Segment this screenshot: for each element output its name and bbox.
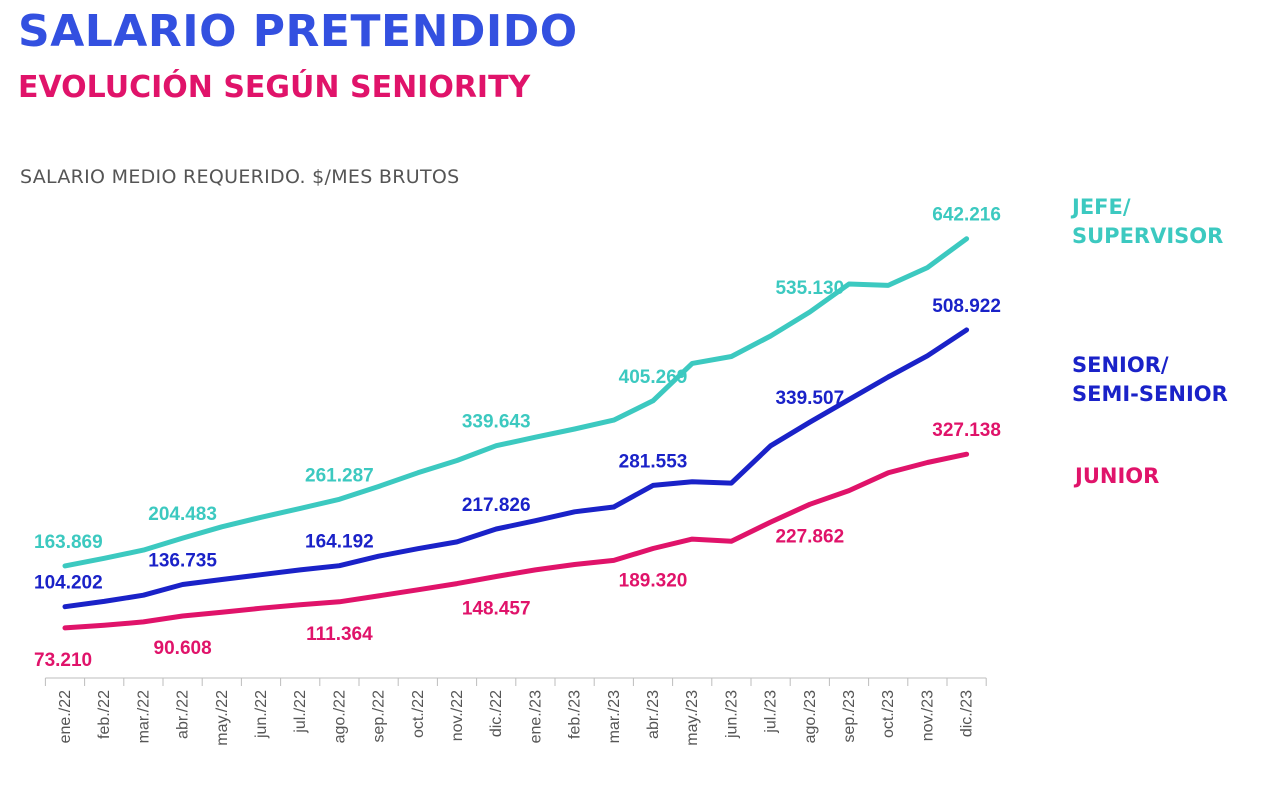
x-tick-label: may./22 <box>214 690 231 746</box>
series-label: JUNIOR <box>1073 464 1159 488</box>
x-tick-label: dic./22 <box>488 690 505 737</box>
data-label: 136.735 <box>148 550 217 571</box>
data-label: 111.364 <box>306 624 373 645</box>
x-tick-label: feb./22 <box>96 690 113 739</box>
data-label: 642.216 <box>932 205 1001 226</box>
x-tick-label: sep./23 <box>841 690 858 743</box>
data-label: 339.643 <box>462 412 531 433</box>
data-label: 217.826 <box>462 495 531 516</box>
x-tick-label: nov./23 <box>919 690 936 741</box>
x-tick-label: dic./23 <box>959 690 976 737</box>
data-label: 405.269 <box>619 367 688 388</box>
x-tick-label: feb./23 <box>567 690 584 739</box>
data-label: 339.507 <box>775 388 844 409</box>
data-label: 73.210 <box>34 650 92 671</box>
x-tick-label: ene./22 <box>57 690 74 743</box>
x-tick-label: jun./23 <box>723 690 740 739</box>
data-label: 227.862 <box>775 526 844 547</box>
data-label: 327.138 <box>932 420 1001 441</box>
data-label: 148.457 <box>462 598 531 619</box>
data-label: 189.320 <box>619 571 688 592</box>
data-label: 535.130 <box>775 278 844 299</box>
x-tick-label: nov./22 <box>449 690 466 741</box>
chart-caption: SALARIO MEDIO REQUERIDO. $/MES BRUTOS <box>20 166 460 188</box>
x-tick-label: ene./23 <box>527 690 544 743</box>
data-label: 104.202 <box>34 573 103 594</box>
x-tick-label: mar./23 <box>606 690 623 743</box>
data-label: 90.608 <box>154 638 212 659</box>
page-subtitle: EVOLUCIÓN SEGÚN SENIORITY <box>18 70 531 105</box>
series-label: SENIOR/SEMI-SENIOR <box>1072 353 1228 406</box>
data-label: 164.192 <box>305 532 374 553</box>
data-label: 281.553 <box>619 451 688 472</box>
x-tick-label: ago./23 <box>802 690 819 743</box>
x-tick-label: jun./22 <box>253 690 270 739</box>
series-label: JEFE/SUPERVISOR <box>1070 195 1223 248</box>
data-label: 261.287 <box>305 465 374 486</box>
x-tick-label: abr./22 <box>175 690 192 739</box>
x-tick-label: oct./22 <box>410 690 427 738</box>
page-title: SALARIO PRETENDIDO <box>18 6 578 57</box>
x-tick-label: mar./22 <box>135 690 152 743</box>
series-line <box>62 451 970 631</box>
x-tick-label: oct./23 <box>880 690 897 738</box>
x-tick-label: jul./22 <box>292 690 309 734</box>
x-tick-label: sep./22 <box>371 690 388 743</box>
data-label: 163.869 <box>34 532 103 553</box>
x-tick-label: abr./23 <box>645 690 662 739</box>
x-tick-label: may./23 <box>684 690 701 746</box>
series-line <box>62 236 970 569</box>
series-line <box>62 327 970 610</box>
data-label: 204.483 <box>148 504 217 525</box>
x-tick-label: ago./22 <box>331 690 348 743</box>
data-label: 508.922 <box>932 296 1001 317</box>
x-tick-label: jul./23 <box>763 690 780 734</box>
